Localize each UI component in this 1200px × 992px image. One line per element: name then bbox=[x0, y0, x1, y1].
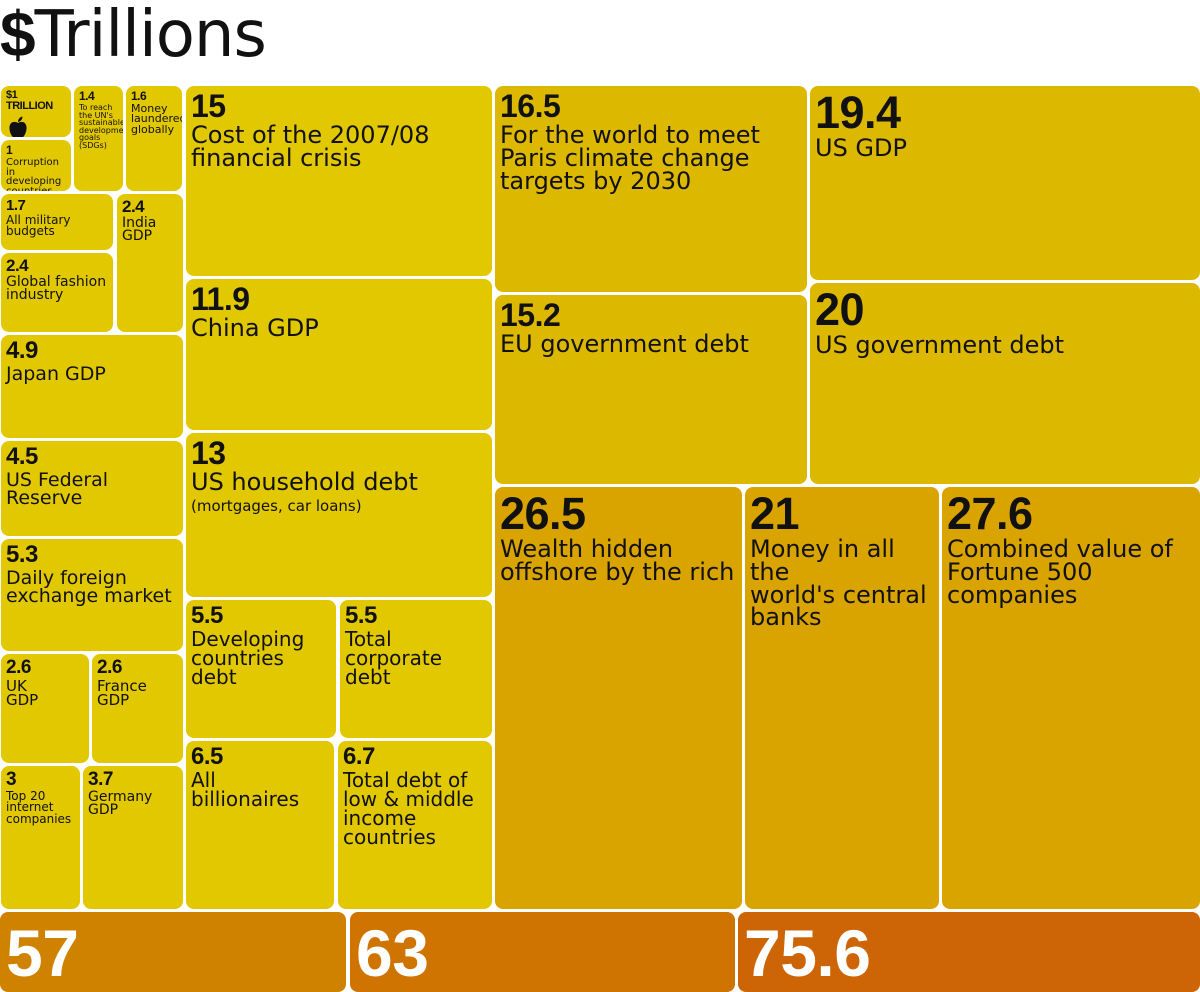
tile-value: 5.3 bbox=[6, 541, 38, 568]
tile-value: 3 bbox=[6, 769, 17, 790]
treemap-tile-us-government-debt: 20 US government debt bbox=[810, 283, 1200, 484]
treemap-tile-value-57: 57 bbox=[0, 912, 346, 992]
tile-label: Top 20 internet companies bbox=[6, 789, 72, 826]
tile-label: UK GDP bbox=[6, 677, 39, 710]
tile-value: 26.5 bbox=[500, 488, 586, 539]
tile-label: Combined value of Fortune 500 companies bbox=[947, 535, 1173, 609]
tile-value: 1.4 bbox=[79, 89, 95, 103]
tile-value: 5.5 bbox=[345, 602, 377, 629]
treemap-tile-money-laundered-globally: 1.6 Money laundered globally bbox=[126, 86, 182, 191]
tile-value: 27.6 bbox=[947, 488, 1033, 539]
tile-value: 6.7 bbox=[343, 743, 375, 770]
tile-value: 13 bbox=[191, 435, 226, 471]
tile-label: China GDP bbox=[191, 314, 319, 342]
treemap-tile-eu-government-debt: 15.2 EU government debt bbox=[495, 295, 807, 484]
tile-value: 2.6 bbox=[6, 657, 31, 678]
tile-label: Japan GDP bbox=[6, 363, 106, 385]
tile-label: Corruption in developing countries bbox=[6, 157, 62, 192]
tile-label: US Federal Reserve bbox=[6, 469, 109, 510]
tile-label: For the world to meet Paris climate chan… bbox=[500, 121, 760, 195]
tile-sublabel: (mortgages, car loans) bbox=[191, 496, 362, 515]
treemap-tile-germany-gdp: 3.7 Germany GDP bbox=[83, 766, 183, 909]
tile-label: Money laundered globally bbox=[131, 102, 182, 136]
tile-value: 57 bbox=[6, 916, 79, 990]
tile-value: 6.5 bbox=[191, 743, 223, 770]
tile-value: 15 bbox=[191, 88, 226, 124]
tile-label: Cost of the 2007/08 financial crisis bbox=[191, 121, 430, 172]
tile-label: To reach the UN's sustainable developmen… bbox=[79, 103, 123, 150]
title-word: Trillions bbox=[34, 0, 267, 72]
tile-label: All military budgets bbox=[6, 213, 71, 239]
treemap-tile-global-fashion-industry: 2.4 Global fashion industry bbox=[1, 253, 113, 332]
tile-label: Wealth hidden offshore by the rich bbox=[500, 535, 735, 586]
tile-value: 2.6 bbox=[97, 657, 122, 678]
tile-value: 63 bbox=[356, 916, 429, 990]
tile-label: US government debt bbox=[815, 331, 1065, 359]
tile-value: 75.6 bbox=[744, 916, 871, 990]
treemap-tile-us-household-debt: 13 US household debt (mortgages, car loans… bbox=[186, 433, 492, 597]
tile-value: $1 TRILLION bbox=[6, 89, 53, 112]
treemap-tile-india-gdp: 2.4 India GDP bbox=[117, 194, 183, 332]
tile-label: US GDP bbox=[815, 134, 907, 162]
tile-value: 5.5 bbox=[191, 602, 223, 629]
tile-label: Developing countries debt bbox=[191, 627, 305, 689]
treemap-tile-value-1-trillion: $1 TRILLION bbox=[1, 86, 71, 137]
treemap-tile-value-63: 63 bbox=[350, 912, 735, 992]
treemap-tile-wealth-hidden-offshore-by-the-rich: 26.5 Wealth hidden offshore by the rich bbox=[495, 487, 742, 909]
tile-value: 20 bbox=[815, 284, 865, 335]
tile-label: Total debt of low & middle income countr… bbox=[343, 768, 474, 849]
treemap-tile-daily-foreign-exchange-market: 5.3 Daily foreign exchange market bbox=[1, 539, 183, 651]
tile-label: All billionaires bbox=[191, 768, 300, 811]
tile-value: 19.4 bbox=[815, 87, 901, 138]
tile-label: Daily foreign exchange market bbox=[6, 567, 172, 608]
treemap-tile-france-gdp: 2.6 France GDP bbox=[92, 654, 183, 763]
tile-value: 4.5 bbox=[6, 443, 38, 470]
tile-value: 16.5 bbox=[500, 88, 561, 124]
treemap-tile-cost-of-the-2007-08-financial-crisis: 15 Cost of the 2007/08 financial crisis bbox=[186, 86, 492, 276]
tile-label: India GDP bbox=[122, 215, 157, 245]
tile-value: 15.2 bbox=[500, 297, 561, 333]
tile-value: 3.7 bbox=[88, 769, 113, 790]
treemap-tile-value-75-6: 75.6 bbox=[738, 912, 1200, 992]
tile-label: Germany GDP bbox=[88, 789, 153, 819]
tile-label: France GDP bbox=[97, 677, 147, 710]
tile-label: Money in all the world's central banks bbox=[750, 535, 927, 632]
tile-label: Total corporate debt bbox=[345, 627, 443, 689]
treemap-tile-developing-countries-debt: 5.5 Developing countries debt bbox=[186, 600, 336, 738]
treemap-tile-total-debt-of-low-middle-income-countrie: 6.7 Total debt of low & middle income cou… bbox=[338, 741, 492, 909]
tile-label: EU government debt bbox=[500, 330, 749, 358]
treemap-tile-to-reach-the-un-s-sustainable-developmen: 1.4 To reach the UN's sustainable develop… bbox=[74, 86, 123, 191]
treemap-tile-china-gdp: 11.9 China GDP bbox=[186, 279, 492, 430]
treemap-tile-japan-gdp: 4.9 Japan GDP bbox=[1, 335, 183, 438]
treemap-tile-all-military-budgets: 1.7 All military budgets bbox=[1, 194, 113, 250]
tile-label: US household debt bbox=[191, 468, 418, 496]
treemap-tile-us-gdp: 19.4 US GDP bbox=[810, 86, 1200, 280]
treemap-tile-money-in-all-the-world-s-central-banks: 21 Money in all the world's central banks bbox=[745, 487, 939, 909]
chart-title: $Trillions bbox=[0, 0, 267, 75]
treemap-tile-uk-gdp: 2.6 UK GDP bbox=[1, 654, 89, 763]
treemap-tile-us-federal-reserve: 4.5 US Federal Reserve bbox=[1, 441, 183, 536]
tile-value: 2.4 bbox=[122, 197, 145, 216]
tile-value: 1.7 bbox=[6, 197, 26, 214]
treemap-tile-all-billionaires: 6.5 All billionaires bbox=[186, 741, 334, 909]
apple-icon bbox=[9, 116, 27, 137]
treemap-tile-top-20-internet-companies: 3 Top 20 internet companies bbox=[1, 766, 80, 909]
tile-value: 1 bbox=[6, 143, 13, 157]
tile-value: 1.6 bbox=[131, 89, 147, 103]
tile-value: 2.4 bbox=[6, 256, 29, 275]
title-dollar-sign: $ bbox=[0, 0, 36, 70]
treemap-tile-total-corporate-debt: 5.5 Total corporate debt bbox=[340, 600, 492, 738]
tile-value: 21 bbox=[750, 488, 800, 539]
tile-value: 4.9 bbox=[6, 337, 38, 364]
treemap-tile-combined-value-of-fortune-500-companies: 27.6 Combined value of Fortune 500 compan… bbox=[942, 487, 1200, 909]
treemap-tile-for-the-world-to-meet-paris-climate-chan: 16.5 For the world to meet Paris climate … bbox=[495, 86, 807, 292]
treemap-tile-corruption-in-developing-countries: 1 Corruption in developing countries bbox=[1, 140, 71, 191]
tile-value: 11.9 bbox=[191, 281, 250, 317]
tile-label: Global fashion industry bbox=[6, 274, 107, 304]
